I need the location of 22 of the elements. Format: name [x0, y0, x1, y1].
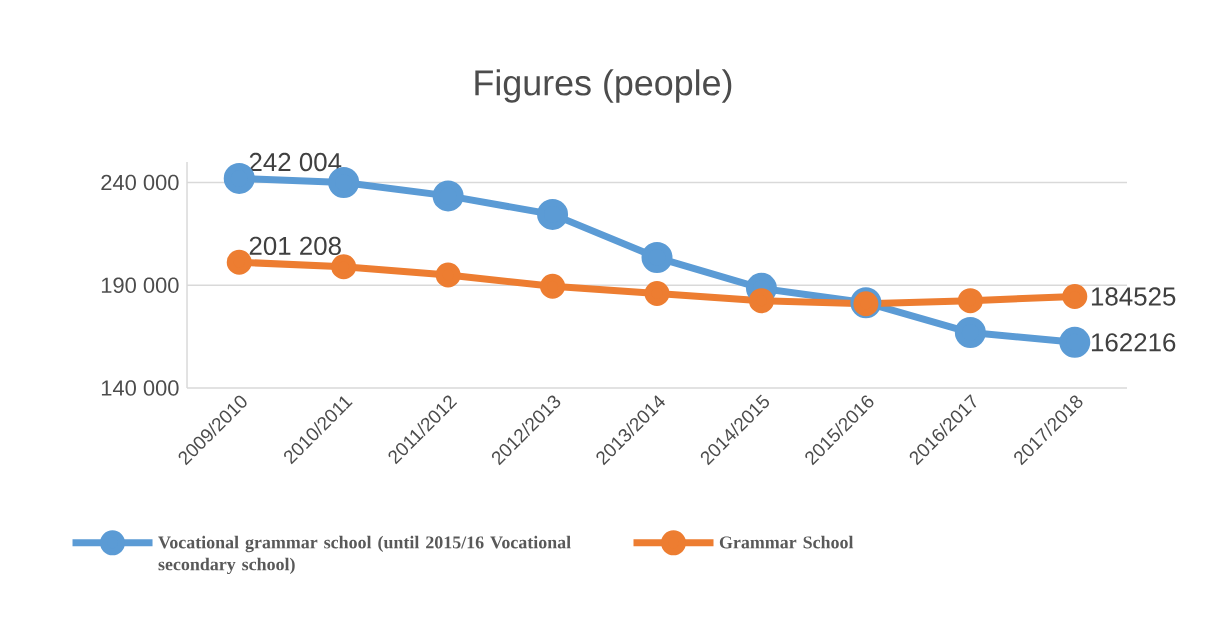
point — [540, 273, 566, 299]
point — [748, 288, 774, 314]
y-tick-label: 140 000 — [101, 380, 179, 396]
legend-label: Grammar School — [719, 535, 854, 549]
point — [957, 288, 983, 314]
legend-label: Vocational grammar school (until 2015/16 Vocational secondary school) — [158, 535, 571, 575]
point — [435, 262, 461, 288]
point — [1062, 284, 1088, 310]
point — [954, 317, 986, 349]
data-label: 201 208 — [249, 236, 341, 256]
point — [641, 242, 673, 274]
y-tick-label: 240 000 — [101, 174, 179, 191]
chart-title: Figures (people) — [475, 69, 732, 103]
point — [537, 198, 569, 230]
point — [331, 254, 357, 280]
data-label: 184525 — [1091, 287, 1176, 306]
data-label: 242 004 — [249, 152, 342, 172]
y-tick-label: 190 000 — [101, 277, 179, 294]
point — [1059, 326, 1091, 358]
point — [644, 280, 670, 306]
data-label: 162216 — [1091, 333, 1176, 352]
point — [432, 180, 464, 212]
